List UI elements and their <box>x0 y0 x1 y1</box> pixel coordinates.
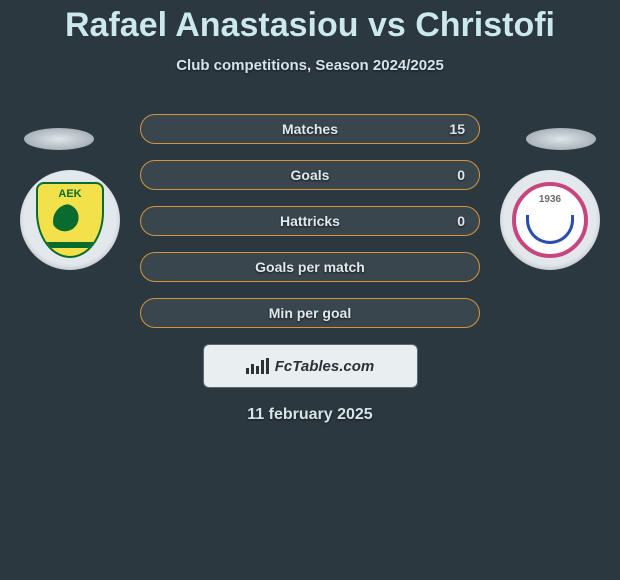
date-label: 11 february 2025 <box>0 406 620 424</box>
enp-crest-icon: 1936 <box>512 182 588 258</box>
stat-row-matches: Matches 15 <box>140 114 480 144</box>
aek-crest-icon <box>36 182 104 258</box>
club-badge-right: 1936 <box>500 170 600 270</box>
stat-label: Goals per match <box>255 259 365 275</box>
brand-label: FcTables.com <box>275 358 374 375</box>
stat-row-goals: Goals 0 <box>140 160 480 190</box>
club-badge-left <box>20 170 120 270</box>
player-marker-left <box>24 128 94 150</box>
stat-value-right: 15 <box>449 115 465 143</box>
stat-row-hattricks: Hattricks 0 <box>140 206 480 236</box>
stat-label: Matches <box>282 121 338 137</box>
page-subtitle: Club competitions, Season 2024/2025 <box>0 57 620 74</box>
comparison-card: Rafael Anastasiou vs Christofi Club comp… <box>0 0 620 424</box>
bar-chart-icon <box>246 358 269 374</box>
stat-label: Hattricks <box>280 213 340 229</box>
stat-label: Goals <box>291 167 330 183</box>
stat-value-right: 0 <box>457 207 465 235</box>
stat-label: Min per goal <box>269 305 351 321</box>
stat-row-mpg: Min per goal <box>140 298 480 328</box>
player-marker-right <box>526 128 596 150</box>
stat-row-gpm: Goals per match <box>140 252 480 282</box>
page-title: Rafael Anastasiou vs Christofi <box>0 6 620 45</box>
stat-rows: Matches 15 Goals 0 Hattricks 0 Goals per… <box>140 114 480 328</box>
stat-value-right: 0 <box>457 161 465 189</box>
brand-box[interactable]: FcTables.com <box>203 344 418 388</box>
